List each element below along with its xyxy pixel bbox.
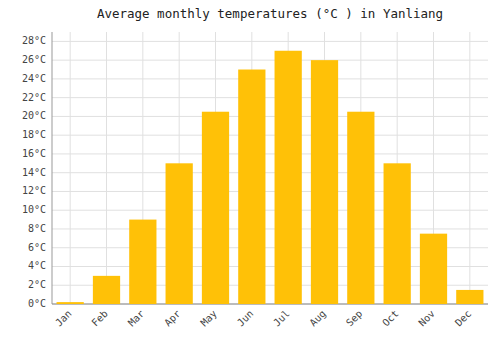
- bar: [384, 163, 411, 304]
- x-tick-label: Jan: [53, 308, 74, 329]
- y-tick-label: 6°C: [28, 242, 46, 253]
- x-tick-label: Oct: [380, 308, 401, 329]
- grid-line: [52, 135, 488, 136]
- y-tick-label: 8°C: [28, 223, 46, 234]
- bar: [93, 276, 120, 304]
- x-tick-label: May: [198, 308, 219, 329]
- grid-line: [52, 172, 488, 173]
- grid-line: [52, 60, 488, 61]
- y-tick-label: 4°C: [28, 260, 46, 271]
- x-tick-label: Apr: [162, 308, 183, 329]
- grid-line: [52, 210, 488, 211]
- y-axis-line: [52, 32, 53, 304]
- grid-line: [52, 153, 488, 154]
- bar: [456, 290, 483, 304]
- grid-line: [52, 116, 488, 117]
- grid: [52, 32, 488, 304]
- bar: [311, 60, 338, 304]
- y-tick-label: 2°C: [28, 279, 46, 290]
- y-tick-label: 20°C: [22, 110, 46, 121]
- grid-line: [52, 41, 488, 42]
- bar: [166, 163, 193, 304]
- grid-line: [52, 228, 488, 229]
- y-tick-label: 24°C: [22, 73, 46, 84]
- x-tick-label: Jul: [271, 308, 292, 329]
- chart: 0°C 2°C 4°C 6°C 8°C 10°C 12°C 14°C 16°C 18°C 20°C 2…: [0, 0, 500, 350]
- title: Average monthly temperatures (°C ) in Ya…: [97, 6, 443, 21]
- bar: [202, 112, 229, 304]
- x-tick-label: Jun: [235, 308, 256, 329]
- x-tick-label: Dec: [453, 308, 474, 329]
- grid-line: [70, 32, 71, 304]
- grid-line: [52, 191, 488, 192]
- grid-line: [52, 78, 488, 79]
- x-tick-label: Aug: [307, 308, 328, 329]
- x-tick-label: Mar: [126, 308, 147, 329]
- grid-line: [106, 32, 107, 304]
- grid-line: [469, 32, 470, 304]
- y-tick-label: 14°C: [22, 167, 46, 178]
- background: [0, 0, 500, 350]
- y-tick-label: 26°C: [22, 54, 46, 65]
- y-tick-label: 28°C: [22, 35, 46, 46]
- y-tick-label: 0°C: [28, 298, 46, 309]
- bar: [275, 51, 302, 304]
- x-tick-label: Sep: [344, 308, 365, 329]
- bars: [57, 51, 484, 304]
- y-tick-label: 22°C: [22, 92, 46, 103]
- y-tick-label: 12°C: [22, 185, 46, 196]
- y-tick-label: 16°C: [22, 148, 46, 159]
- grid-line: [52, 97, 488, 98]
- bar: [420, 234, 447, 304]
- bar: [129, 220, 156, 304]
- bar: [238, 70, 265, 304]
- bar: [347, 112, 374, 304]
- y-tick-label: 18°C: [22, 129, 46, 140]
- y-tick-label: 10°C: [22, 204, 46, 215]
- bar: [57, 302, 84, 304]
- x-tick-label: Nov: [416, 308, 437, 329]
- axes: 0°C 2°C 4°C 6°C 8°C 10°C 12°C 14°C 16°C 18°C 20°C 2…: [22, 32, 488, 328]
- x-tick-label: Feb: [89, 308, 110, 329]
